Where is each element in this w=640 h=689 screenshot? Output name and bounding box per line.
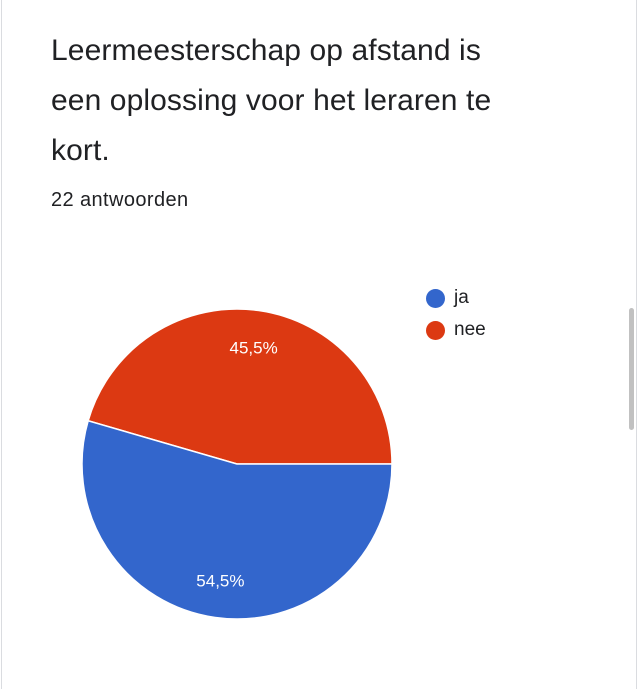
question-title: Leermeesterschap op afstand is een oplos…: [51, 34, 492, 167]
slice-label-nee: 45,5%: [229, 338, 277, 357]
legend-item-ja: ja: [426, 282, 486, 314]
vertical-scrollbar[interactable]: [629, 308, 634, 430]
response-count: 22 antwoorden: [51, 189, 189, 211]
legend-label-nee: nee: [454, 319, 486, 340]
legend-item-nee: nee: [426, 314, 486, 346]
legend-swatch-nee: [426, 320, 445, 340]
chart-legend: ja nee: [426, 282, 486, 346]
slice-label-ja: 54,5%: [196, 572, 244, 591]
pie-slice-ja[interactable]: [81, 419, 393, 620]
legend-swatch-ja: [426, 288, 445, 308]
legend-label-ja: ja: [454, 287, 469, 308]
pie-slice-nee[interactable]: [87, 308, 393, 465]
